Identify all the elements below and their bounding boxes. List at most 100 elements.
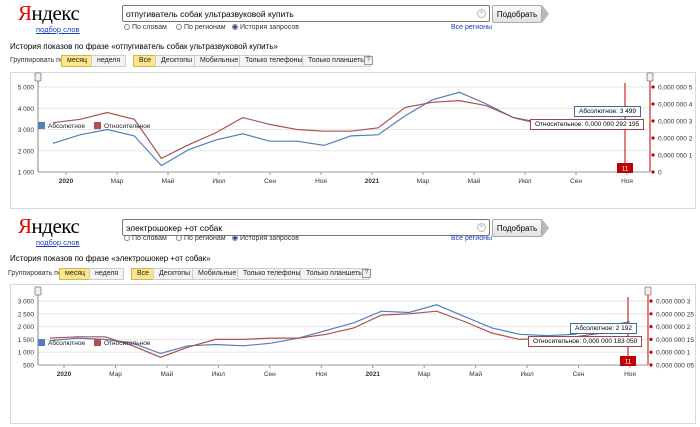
y-right-tick-dot (651, 119, 655, 123)
wordstat-link[interactable]: подбор слов (36, 25, 80, 34)
axis-handle-icon (34, 286, 42, 296)
y-right-tick-label: 0,000 000 05 (656, 363, 694, 370)
x-tick-label: Ноя (621, 178, 633, 185)
legend-swatch (94, 122, 101, 129)
y-right-tick-dot (651, 170, 655, 174)
search-button[interactable]: Подобрать (492, 5, 542, 23)
y-right-tick-dot (651, 102, 655, 106)
series-relative-line (49, 310, 631, 358)
radio-icon (176, 24, 182, 30)
radio-icon (124, 24, 130, 30)
device-tab-all[interactable]: Все (131, 268, 156, 280)
x-tick-label: Июл (212, 178, 225, 185)
x-tick-label: Ноя (315, 371, 327, 378)
y-right-tick-label: 0,000 000 2 (656, 324, 691, 331)
logo-first-letter: Я (18, 214, 32, 238)
chart-frame (10, 72, 696, 209)
yandex-logo[interactable]: Яндекс (18, 214, 80, 239)
y-right-tick-label: 0,000 000 3 (656, 299, 691, 306)
device-tab-desktop[interactable]: Десктопы (155, 55, 199, 67)
logo-first-letter: Я (18, 1, 32, 25)
legend-absolute[interactable]: Абсолютное (38, 122, 85, 130)
radio-by-regions[interactable]: По регионам (176, 24, 226, 31)
tooltip-relative: Относительное: 0,000 000 292 195 (530, 119, 645, 130)
clear-icon[interactable]: × (477, 223, 486, 232)
panel-1: Яндекс подбор слов × Подобрать По словам… (0, 0, 700, 212)
help-icon[interactable]: ? (364, 56, 373, 65)
legend-absolute[interactable]: Абсолютное (38, 339, 85, 347)
radio-by-words[interactable]: По словам (124, 24, 167, 31)
y-right-tick-dot (649, 299, 653, 303)
x-tick-label: Мар (418, 371, 431, 378)
search-button-arrow (542, 5, 549, 23)
x-tick-label: Июл (212, 371, 225, 378)
y-right-tick-dot (649, 337, 653, 341)
all-regions-link[interactable]: Все регионы (450, 24, 492, 31)
legend-swatch (38, 339, 45, 346)
all-regions-link[interactable]: Все регионы (450, 235, 492, 242)
y-right-tick-label: 0,000 000 5 (658, 85, 693, 92)
radio-icon (124, 235, 130, 241)
history-chart: 3 000 2 500 2 000 1 500 1 000 500 0,000 000 3 0… (18, 286, 694, 378)
x-tick-label: 2020 (57, 371, 72, 378)
device-tab-tablets[interactable]: Только планшеты (302, 55, 372, 67)
legend-label: Относительное (104, 340, 151, 347)
y-right-tick-dot (651, 136, 655, 140)
x-tick-label: Июл (520, 371, 533, 378)
history-title: История показов по фразе «электрошокер +… (10, 254, 211, 263)
radio-history[interactable]: История запросов (232, 24, 299, 31)
logo-rest: ндекс (31, 214, 80, 238)
y-left-tick-label: 3 000 (18, 299, 35, 306)
radio-icon (232, 235, 238, 241)
search-box: × (122, 5, 490, 22)
y-right-tick-dot (649, 350, 653, 354)
yandex-logo[interactable]: Яндекс (18, 1, 80, 26)
x-tick-label: Сен (264, 371, 276, 378)
y-right-tick-dot (649, 325, 653, 329)
radio-by-regions[interactable]: По регионам (176, 235, 226, 242)
x-tick-label: Сен (573, 371, 585, 378)
legend-swatch (94, 339, 101, 346)
current-marker-label: 11 (622, 166, 629, 173)
y-left-tick-label: 1 000 (18, 170, 35, 177)
search-button[interactable]: Подобрать (492, 219, 542, 237)
radio-icon (176, 235, 182, 241)
radio-label: По регионам (184, 24, 226, 31)
radio-label: История запросов (240, 235, 299, 242)
radio-history[interactable]: История запросов (232, 235, 299, 242)
y-left-tick-label: 4 000 (18, 106, 35, 113)
axis-handle-icon (644, 286, 652, 296)
group-by-label: Группировать по (8, 270, 62, 277)
search-input[interactable] (123, 220, 489, 235)
group-week-button[interactable]: неделя (91, 55, 127, 67)
device-tab-tablets[interactable]: Только планшеты (300, 268, 370, 280)
radio-by-words[interactable]: По словам (124, 235, 167, 242)
y-right-tick-label: 0,000 000 3 (658, 119, 693, 126)
legend-relative[interactable]: Относительное (94, 122, 150, 130)
radio-label: История запросов (240, 24, 299, 31)
clear-icon[interactable]: × (477, 9, 486, 18)
tooltip-relative: Относительное: 0,000 000 183 050 (528, 336, 643, 347)
x-tick-label: Май (468, 177, 481, 185)
series-absolute-line (49, 304, 631, 355)
legend-swatch (38, 122, 45, 129)
logo-rest: ндекс (31, 1, 80, 25)
y-left-tick-label: 1 500 (18, 337, 35, 344)
search-button-arrow (542, 219, 549, 237)
wordstat-link[interactable]: подбор слов (36, 238, 80, 247)
group-week-button[interactable]: неделя (89, 268, 125, 280)
x-tick-label: Май (161, 370, 174, 378)
help-icon[interactable]: ? (362, 269, 371, 278)
y-right-tick-label: 0,000 000 4 (658, 102, 693, 109)
legend-relative[interactable]: Относительное (94, 339, 150, 347)
search-input[interactable] (123, 6, 489, 21)
y-right-tick-label: 0,000 000 1 (658, 153, 693, 160)
y-right-tick-dot (651, 153, 655, 157)
axis-handle-icon (34, 72, 42, 82)
x-tick-label: 2021 (365, 371, 380, 378)
x-tick-label: 2021 (365, 178, 380, 185)
y-right-tick-label: 0,000 000 2 (658, 136, 693, 143)
radio-label: По регионам (184, 235, 226, 242)
y-left-tick-label: 2 000 (18, 324, 35, 331)
y-right-tick-dot (649, 312, 653, 316)
